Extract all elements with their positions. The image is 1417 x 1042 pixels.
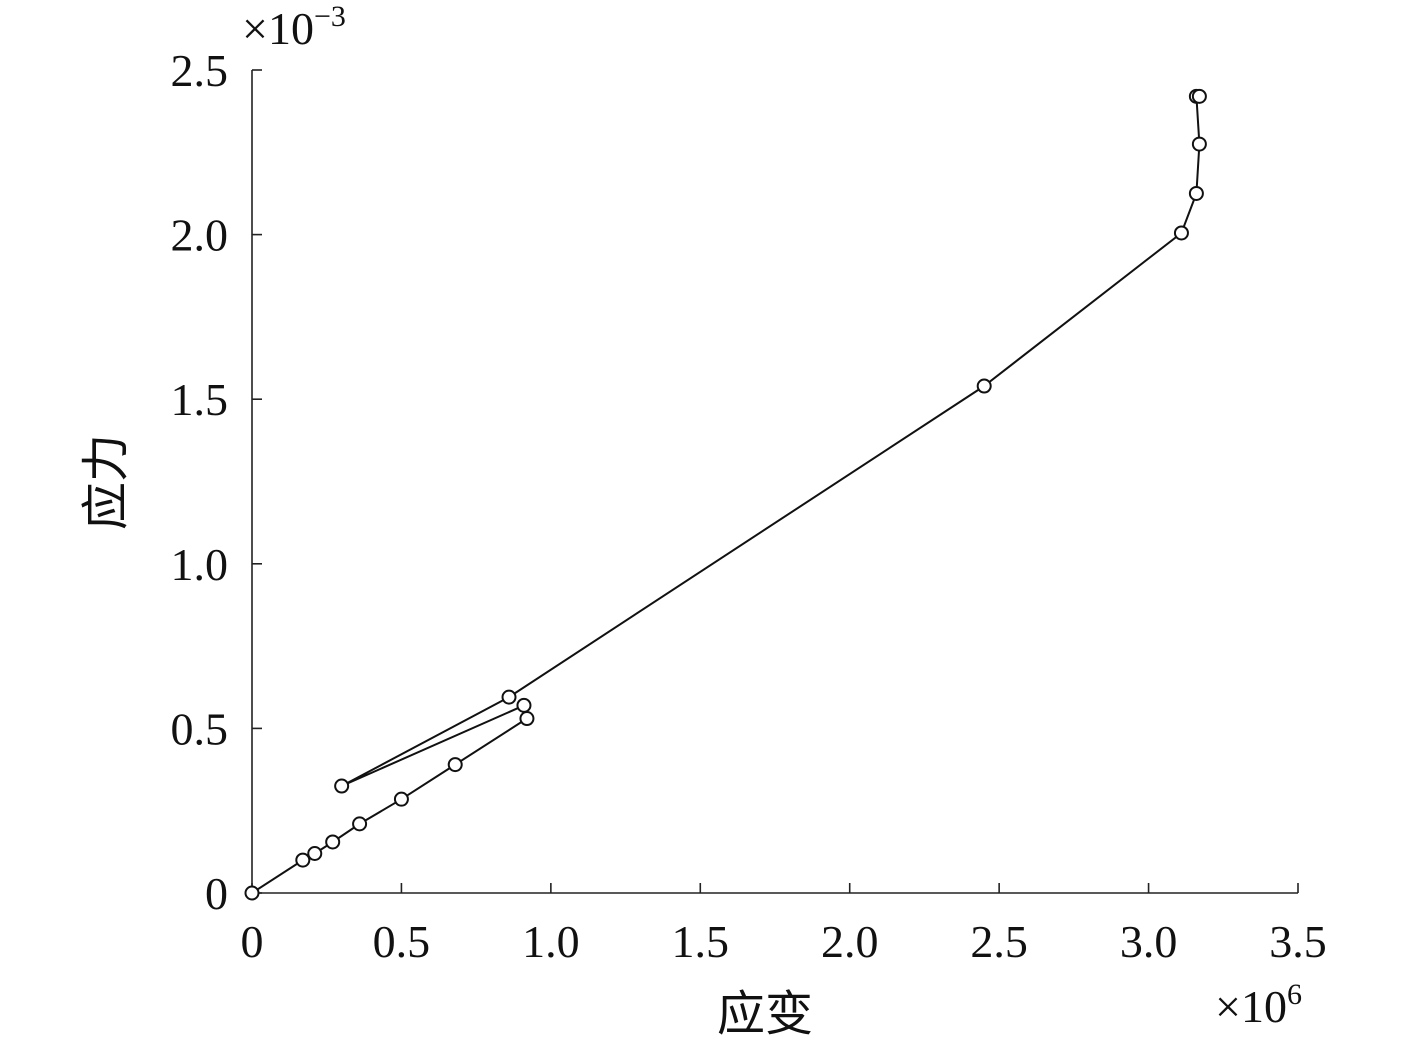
data-point <box>307 845 323 861</box>
y-tick-label: 0.5 <box>171 703 229 754</box>
data-points <box>244 88 1207 901</box>
x-tick-label: 2.5 <box>970 916 1028 967</box>
x-ticks: 0 0.5 1.0 1.5 2.0 2.5 3.0 3.5 <box>241 883 1327 967</box>
x-axis-title: 应变 <box>717 986 813 1042</box>
y-axis-multiplier: ×10−3 <box>242 0 346 54</box>
y-ticks: 0 0.5 1.0 1.5 2.0 2.5 <box>171 45 262 919</box>
data-point <box>519 711 535 727</box>
x-tick-label: 1.0 <box>522 916 580 967</box>
x-tick-label: 2.0 <box>821 916 879 967</box>
data-point <box>501 689 517 705</box>
y-multiplier-exponent: −3 <box>314 0 346 33</box>
x-tick-label: 1.5 <box>672 916 730 967</box>
y-tick-label: 1.0 <box>171 539 229 590</box>
data-point <box>295 852 311 868</box>
data-point <box>352 816 368 832</box>
y-axis-title: 应力 <box>78 434 134 530</box>
data-point <box>1191 88 1207 104</box>
y-tick-label: 0 <box>205 868 228 919</box>
y-tick-label: 2.0 <box>171 210 229 261</box>
x-tick-label: 0 <box>241 916 264 967</box>
x-axis-multiplier: ×106 <box>1215 978 1302 1032</box>
y-multiplier-base: ×10 <box>242 3 314 54</box>
data-point <box>1191 136 1207 152</box>
x-tick-label: 0.5 <box>373 916 431 967</box>
series-line <box>251 95 1201 894</box>
y-tick-label: 2.5 <box>171 45 229 96</box>
x-tick-label: 3.5 <box>1269 916 1327 967</box>
data-point <box>516 697 532 713</box>
data-point <box>393 791 409 807</box>
data-point <box>334 778 350 794</box>
data-point <box>976 378 992 394</box>
data-point <box>325 834 341 850</box>
plot-area: 0 0.5 1.0 1.5 2.0 2.5 3.0 3.5 0 0.5 1.0 1.5 2.0 2.5 <box>171 45 1327 967</box>
data-point <box>1173 225 1189 241</box>
x-multiplier-base: ×10 <box>1215 981 1287 1032</box>
x-tick-label: 3.0 <box>1120 916 1178 967</box>
y-tick-label: 1.5 <box>171 374 229 425</box>
data-point <box>1188 185 1204 201</box>
data-point <box>244 885 260 901</box>
x-multiplier-exponent: 6 <box>1287 978 1302 1011</box>
data-point <box>447 757 463 773</box>
